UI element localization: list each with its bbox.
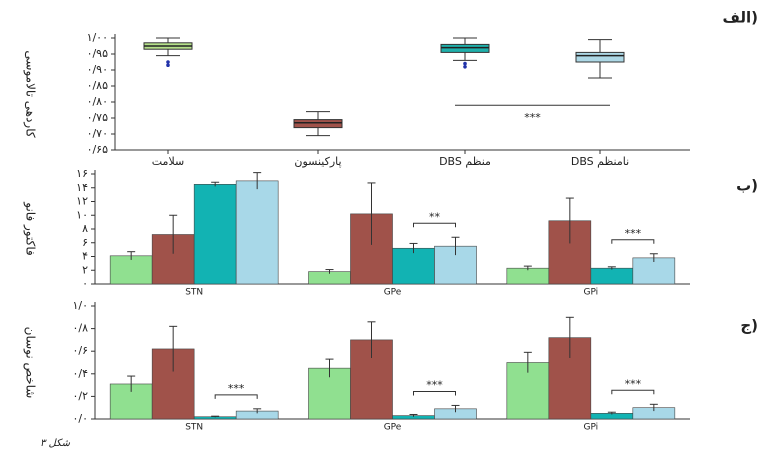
outlier <box>463 61 467 66</box>
x-tick-label: سلامت <box>152 155 184 168</box>
panel-label: ب) <box>736 177 758 195</box>
y-tick-label: ۰/۸ <box>72 322 88 335</box>
significance-bracket <box>214 394 258 399</box>
y-tick-label: ۰/۰ <box>72 412 88 425</box>
outlier <box>463 65 467 69</box>
significance-label: *** <box>524 111 541 124</box>
y-tick-label: ۰/۹۰ <box>87 63 108 76</box>
box <box>293 119 343 129</box>
y-tick-label: ۰/۴ <box>72 367 88 380</box>
bar <box>109 255 153 285</box>
y-tick-label: ۲ <box>82 263 88 276</box>
figure-caption: شکل ۳ <box>40 438 71 449</box>
y-tick-label: ۰/۸۰ <box>87 95 108 108</box>
outlier <box>166 63 170 67</box>
y-tick-label: ۰/۷۵ <box>87 111 109 124</box>
y-axis-title: کاردهی تالاموسی <box>23 50 38 137</box>
significance-label: *** <box>625 227 642 240</box>
bar <box>392 247 435 285</box>
x-tick-label: پارکینسون <box>294 155 341 168</box>
significance-bracket <box>611 239 655 244</box>
y-tick-label: ۰/۶۵ <box>87 143 109 156</box>
x-tick-label: GPi <box>583 288 598 298</box>
significance-bracket <box>413 390 456 396</box>
box <box>575 51 625 63</box>
bar <box>193 184 237 285</box>
y-tick-label: ۰/۷۰ <box>87 127 108 140</box>
significance-bracket <box>413 222 456 228</box>
y-tick-label: ۱۲ <box>76 195 88 208</box>
y-axis-title: فاکتور فانو <box>23 201 38 255</box>
y-tick-label: ۰ <box>82 277 88 290</box>
y-axis-title: شاخص نوسان <box>23 327 38 399</box>
bar <box>632 257 676 285</box>
x-tick-label: STN <box>185 423 203 433</box>
y-tick-label: ۴ <box>82 250 88 263</box>
y-tick-label: ۱/۰ <box>72 299 88 312</box>
bar <box>590 267 634 285</box>
y-tick-label: ۰/۲ <box>72 389 88 402</box>
y-tick-label: ۰/۹۵ <box>87 47 109 60</box>
y-tick-label: ۱۴ <box>76 181 88 194</box>
bar <box>506 267 550 285</box>
panel-label: ج) <box>740 317 758 335</box>
significance-label: *** <box>625 377 642 390</box>
significance-bracket <box>611 389 655 395</box>
y-tick-label: ۸ <box>82 222 88 235</box>
panel-label: الف) <box>723 9 759 27</box>
y-tick-label: ۱۶ <box>76 167 88 180</box>
y-tick-label: ۶ <box>82 236 88 249</box>
x-tick-label: GPi <box>583 423 598 433</box>
x-tick-label: GPe <box>384 288 402 298</box>
x-tick-label: STN <box>185 288 203 298</box>
significance-label: ** <box>429 210 441 223</box>
box <box>440 43 490 53</box>
x-tick-label: DBS نامنظم <box>571 155 629 168</box>
y-tick-label: ۰/۶ <box>72 344 88 357</box>
significance-label: *** <box>228 382 245 395</box>
x-tick-label: GPe <box>384 423 402 433</box>
x-tick-label: DBS منظم <box>439 155 491 168</box>
outlier <box>166 60 170 64</box>
bar <box>235 180 279 285</box>
y-tick-label: ۰/۸۵ <box>87 79 109 92</box>
y-tick-label: ۱/۰۰ <box>87 31 108 44</box>
significance-label: *** <box>426 378 443 391</box>
y-tick-label: ۱۰ <box>76 208 88 221</box>
